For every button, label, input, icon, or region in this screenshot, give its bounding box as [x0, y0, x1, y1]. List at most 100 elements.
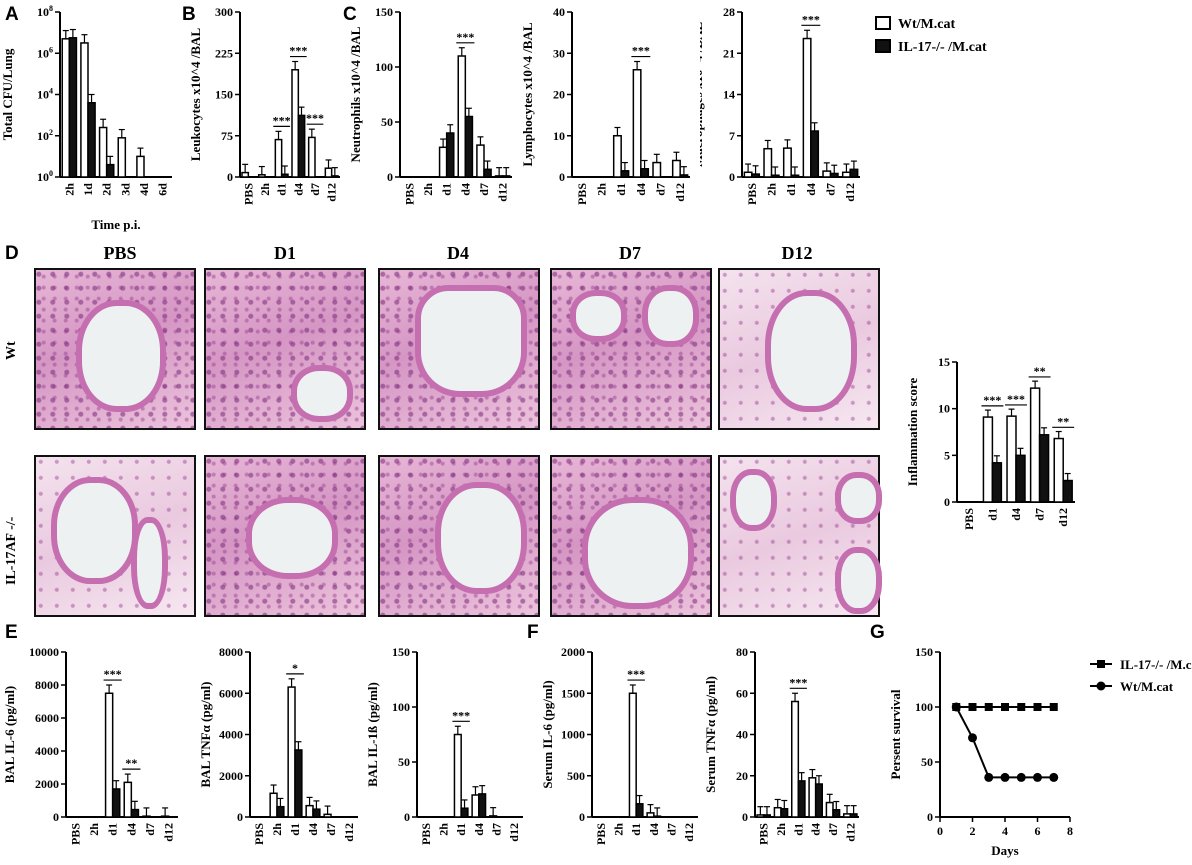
bar-wt	[291, 69, 300, 178]
sig-label: ***	[983, 393, 1001, 407]
x-tick-label: d7	[143, 823, 157, 836]
bar-wt	[241, 171, 250, 178]
bar-ko	[1038, 434, 1050, 503]
x-tick-label: 2	[970, 824, 976, 838]
histology-ko-d12	[718, 455, 882, 617]
y-tick-label: 225	[215, 46, 233, 60]
x-tick-label: PBS	[962, 508, 976, 530]
y-tick-label: 80	[736, 645, 748, 659]
chart-bal-tnfa: 0 2000 4000 6000 8000 BAL TNFα (pg/ml) PBS 2h d1…	[198, 645, 358, 845]
x-tick-label: PBS	[68, 823, 82, 845]
y-tick-label: 100	[392, 700, 410, 714]
marker-circle	[1049, 772, 1059, 782]
histology-ko-d1	[204, 455, 366, 617]
y-axis-label: Leukocytes x10^4 /BAL	[188, 28, 203, 162]
y-tick-label: 150	[375, 5, 393, 19]
bar-wt	[142, 815, 151, 818]
bar-wt	[671, 159, 681, 178]
x-tick-label: d1	[629, 823, 643, 836]
histology-ko-pbs	[34, 455, 196, 617]
x-tick-label: d12	[682, 823, 696, 842]
bar-ko	[105, 163, 115, 178]
bar-wt	[489, 815, 498, 818]
bar-wt	[646, 812, 655, 818]
x-tick-label: 0	[937, 824, 943, 838]
x-tick-label: d1	[275, 183, 289, 196]
y-tick-label: 20	[553, 88, 565, 102]
bar-ko	[312, 808, 321, 818]
y-tick-label: 60	[736, 686, 748, 700]
bar-ko	[464, 115, 474, 178]
x-tick-label: d4	[809, 823, 823, 836]
y-tick-label: 10000	[29, 645, 59, 659]
bar-wt	[274, 138, 283, 178]
y-axis-label: Inflammation score	[905, 378, 920, 487]
top-legend: Wt/M.cat IL-17-/- /M.cat	[875, 16, 987, 55]
x-tick-label: d7	[324, 823, 338, 836]
sig-label: ***	[632, 44, 650, 58]
y-tick-label: 102	[37, 128, 53, 143]
histology-ko-d7	[550, 455, 712, 617]
x-tick-label: d12	[342, 823, 356, 842]
y-tick-label: 8000	[35, 678, 59, 692]
bar-ko	[751, 173, 761, 178]
histology-wt-pbs	[34, 268, 196, 430]
x-tick-label: d12	[325, 183, 339, 202]
y-tick-label: 2000	[219, 769, 243, 783]
y-tick-label: 6000	[219, 686, 243, 700]
bar-ko	[297, 114, 306, 178]
chart-cfu-lung: 100 102 104 106 108 Total CFU/Lung 2h 1d 2d 3d 4d 6…	[0, 4, 172, 232]
bar-wt	[632, 69, 642, 178]
x-tick-label: d4	[804, 183, 818, 196]
bar-wt	[763, 147, 773, 178]
panel-label-f: F	[527, 622, 539, 643]
bar-ko	[814, 783, 824, 818]
x-tick-label: d7	[665, 823, 679, 836]
y-tick-label: 106	[37, 45, 53, 60]
y-tick-label: 50	[921, 755, 933, 769]
bar-ko	[68, 37, 78, 178]
x-tick-label: 6	[1035, 824, 1041, 838]
marker-circle	[951, 702, 961, 712]
legend-label: IL-17-/- /M.cat	[1120, 657, 1192, 672]
x-tick-label: 2d	[100, 183, 114, 196]
y-axis-label: BAL TNFα (pg/ml)	[198, 682, 213, 788]
bar-ko	[797, 780, 806, 818]
bar-wt	[257, 174, 266, 178]
y-tick-label: 300	[215, 5, 233, 19]
chart-macrophages: 0 7 14 21 28 Macrophages x10^4 /BAL PBS 2h d1 d4 *…	[700, 5, 860, 205]
chart-lymphocytes: 0 10 20 30 40 Lymphocytes x10^4 /BAL PBS 2h d1 d4…	[520, 5, 690, 205]
sig-label: ***	[289, 44, 307, 58]
bar-wt	[982, 416, 994, 503]
bar-wt	[323, 813, 332, 818]
y-tick-label: 2000	[561, 645, 585, 659]
x-tick-label: d1	[985, 508, 999, 521]
y-tick-label: 8000	[219, 645, 243, 659]
marker-circle	[1033, 772, 1042, 782]
bar-wt	[307, 136, 316, 178]
sig-label: **	[1057, 414, 1069, 428]
y-tick-label: 0	[387, 170, 393, 184]
bar-ko	[478, 793, 487, 818]
bar-wt	[80, 42, 89, 178]
sig-label: ***	[273, 113, 291, 127]
x-tick-label: d12	[843, 183, 857, 202]
x-tick-label: PBS	[419, 823, 433, 845]
bar-ko	[762, 814, 772, 818]
bar-ko	[1062, 479, 1073, 503]
marker-circle	[984, 772, 994, 782]
panel-label-g: G	[870, 622, 885, 643]
x-tick-label: d1	[791, 823, 805, 836]
y-tick-label: 500	[567, 769, 585, 783]
x-tick-label: d4	[647, 823, 661, 836]
bar-ko	[294, 749, 303, 818]
y-tick-label: 6000	[35, 711, 59, 725]
bar-wt	[438, 146, 448, 178]
bar-ko	[640, 168, 650, 178]
y-tick-label: 0	[227, 170, 233, 184]
histo-row-ko: IL-17AF -/-	[4, 516, 19, 585]
x-tick-label: PBS	[402, 183, 416, 205]
y-tick-label: 50	[398, 755, 410, 769]
sig-label: ***	[452, 708, 470, 722]
marker-square	[1001, 703, 1009, 711]
